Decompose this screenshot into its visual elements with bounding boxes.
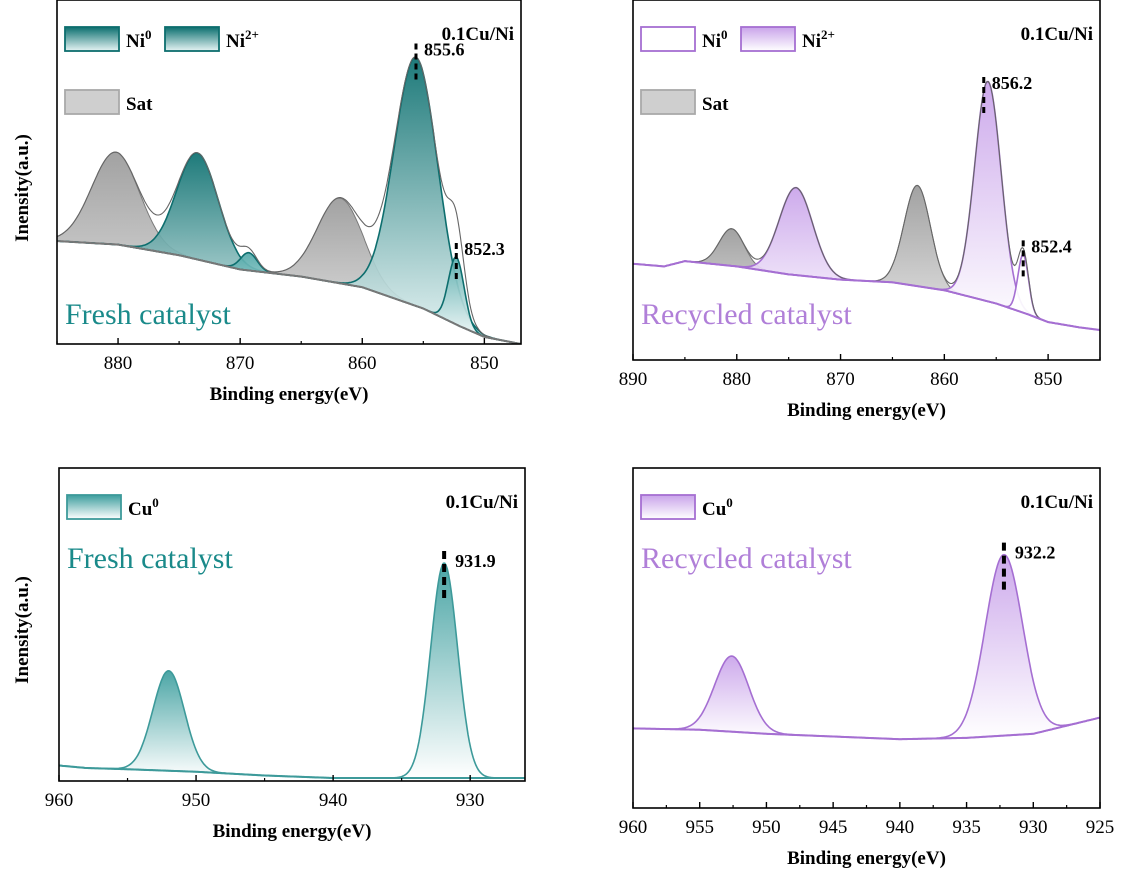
background-line xyxy=(59,764,525,779)
peak-label: 855.6 xyxy=(424,39,465,59)
legend-label: Ni0 xyxy=(702,27,728,52)
panel-cu-fresh: 960 950 940 930 Binding energy(eV) 0.1Cu/Ni Fr… xyxy=(45,467,526,842)
condition-label: Recycled catalyst xyxy=(641,542,852,575)
peak-cu0-1 xyxy=(59,562,525,779)
x-tick-label: 955 xyxy=(685,817,714,838)
axes-frame xyxy=(56,0,522,345)
panel-ni-fresh: 880 870 860 850 Binding energy(eV) 0.1Cu/Ni Fr… xyxy=(56,0,522,405)
background-line xyxy=(633,716,1100,741)
legend-label: Sat xyxy=(702,94,729,115)
peak-label: 852.3 xyxy=(464,239,505,259)
x-tick-label: 850 xyxy=(470,353,499,374)
legend-swatch xyxy=(164,26,220,52)
plot-area xyxy=(59,562,525,779)
legend-label: Ni0 xyxy=(126,27,152,52)
x-tick-label: 870 xyxy=(826,369,855,390)
plot-area xyxy=(633,553,1100,741)
plot-area xyxy=(633,80,1100,331)
x-axis-label: Binding energy(eV) xyxy=(787,400,946,421)
legend-label: Sat xyxy=(126,94,153,115)
peak-label: 852.4 xyxy=(1031,236,1072,256)
x-tick-label: 960 xyxy=(45,790,74,811)
x-tick-label: 860 xyxy=(930,369,959,390)
x-tick-label: 945 xyxy=(819,817,848,838)
x-tick-label: 880 xyxy=(723,369,752,390)
x-tick-label: 960 xyxy=(619,817,648,838)
legend-label: Cu0 xyxy=(128,495,159,520)
legend-swatch xyxy=(640,26,696,52)
peak-label: 856.2 xyxy=(992,73,1032,93)
y-axis-label-top: Inensity(a.u.) xyxy=(12,134,33,242)
peak-label: 932.2 xyxy=(1015,543,1055,563)
legend-swatch xyxy=(640,89,696,115)
legend-swatch xyxy=(64,26,120,52)
peak-label: 931.9 xyxy=(455,551,496,571)
legend-label: Ni2+ xyxy=(802,27,835,52)
background-line xyxy=(57,240,521,344)
x-tick-label: 950 xyxy=(182,790,211,811)
x-tick-label: 940 xyxy=(319,790,348,811)
x-axis-label: Binding energy(eV) xyxy=(787,848,946,869)
sample-label: 0.1Cu/Ni xyxy=(446,492,518,513)
condition-label: Recycled catalyst xyxy=(641,298,852,331)
panel-ni-recycled: 890 880 870 860 850 Binding energy(eV) 0.1Cu/N… xyxy=(619,0,1101,421)
x-tick-label: 950 xyxy=(752,817,781,838)
x-tick-label: 925 xyxy=(1086,817,1115,838)
legend-swatch xyxy=(64,89,120,115)
x-tick-label: 880 xyxy=(104,353,133,374)
envelope-line xyxy=(57,56,521,344)
x-tick-label: 930 xyxy=(1019,817,1048,838)
y-axis-label-bottom: Inensity(a.u.) xyxy=(12,576,33,684)
sample-label: 0.1Cu/Ni xyxy=(1021,24,1093,45)
axes-frame xyxy=(58,467,526,782)
legend-swatch xyxy=(740,26,796,52)
x-tick-label: 870 xyxy=(226,353,255,374)
x-tick-label: 850 xyxy=(1034,369,1063,390)
condition-label: Fresh catalyst xyxy=(65,298,231,331)
x-tick-label: 890 xyxy=(619,369,648,390)
legend-label: Ni2+ xyxy=(226,27,259,52)
sample-label: 0.1Cu/Ni xyxy=(442,24,514,45)
panel-cu-recycled: 960 955 950 945 940 935 930 925 Binding energy(e… xyxy=(619,467,1115,869)
legend-label: Cu0 xyxy=(702,495,733,520)
sample-label: 0.1Cu/Ni xyxy=(1021,492,1093,513)
legend-swatch xyxy=(640,494,696,520)
plot-area xyxy=(57,56,521,344)
x-tick-label: 930 xyxy=(456,790,485,811)
condition-label: Fresh catalyst xyxy=(67,542,233,575)
x-tick-label: 940 xyxy=(886,817,915,838)
axes-frame xyxy=(632,0,1101,361)
background-line xyxy=(633,260,1100,331)
x-tick-label: 935 xyxy=(952,817,981,838)
legend-swatch xyxy=(66,494,122,520)
x-axis-label: Binding energy(eV) xyxy=(210,384,369,405)
x-tick-label: 860 xyxy=(348,353,377,374)
x-axis-label: Binding energy(eV) xyxy=(213,821,372,842)
